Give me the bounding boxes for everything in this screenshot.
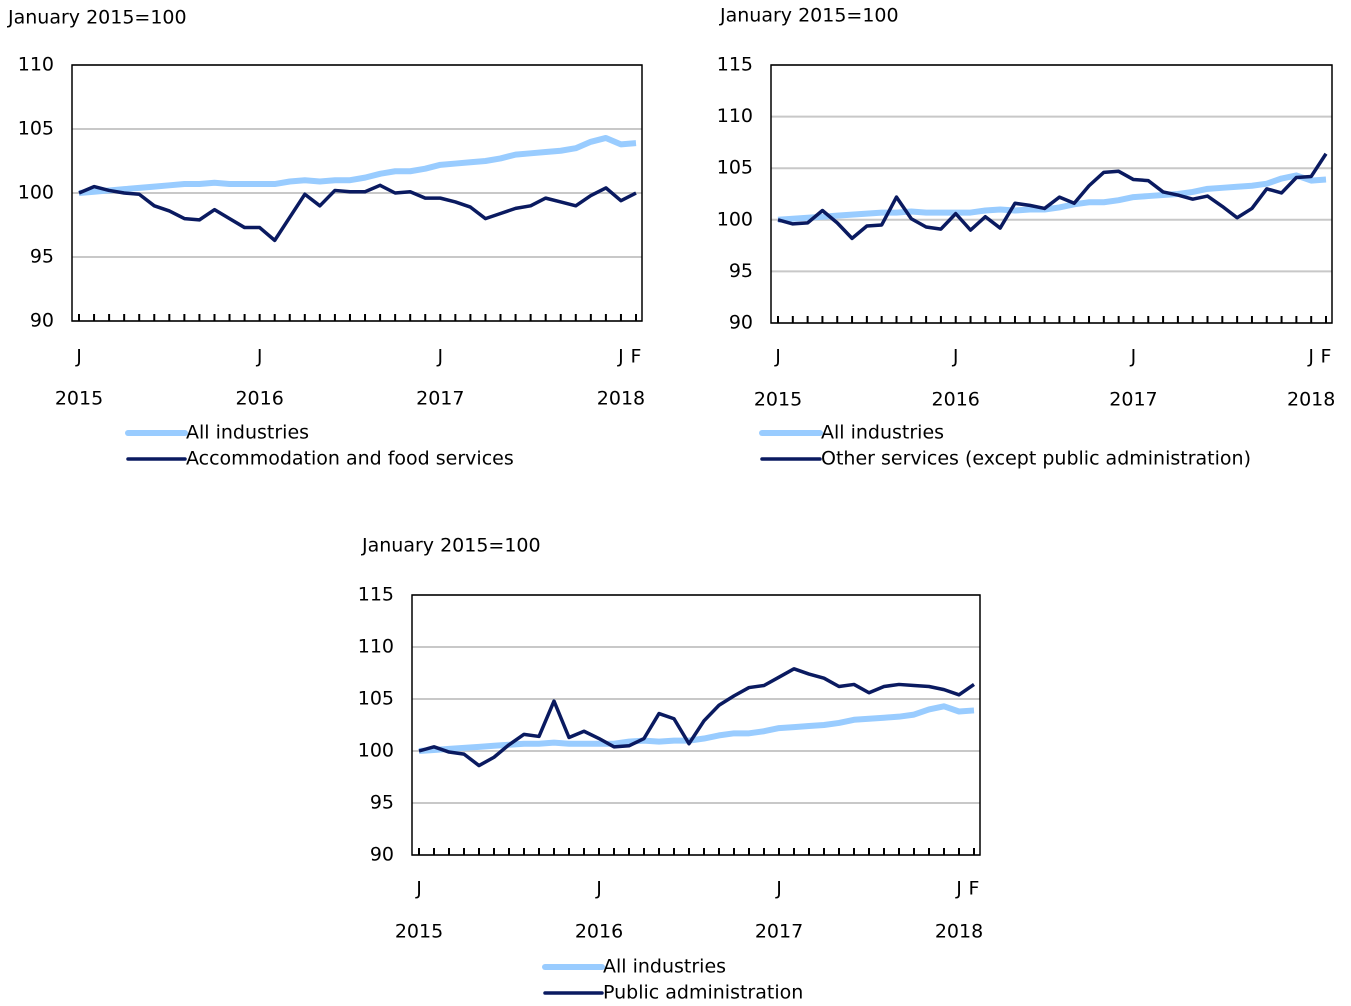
y-tick-label: 110 — [358, 636, 394, 658]
x-tick-label: J — [952, 346, 959, 368]
x-tick-label: J — [1130, 346, 1137, 368]
x-tick-label: J — [955, 878, 962, 900]
legend-label: All industries — [603, 956, 726, 978]
x-tick-label: J — [436, 346, 443, 368]
x-year-label: 2018 — [1287, 389, 1335, 411]
y-tick-label: 95 — [30, 246, 54, 268]
x-year-label: 2017 — [755, 921, 803, 943]
x-tick-label: J — [256, 346, 263, 368]
y-axis-title: January 2015=100 — [7, 7, 187, 29]
plot-frame — [770, 64, 1333, 324]
x-year-label: 2016 — [932, 389, 980, 411]
legend-label: Other services (except public administra… — [821, 448, 1251, 470]
x-year-label: 2016 — [235, 388, 283, 410]
x-year-label: 2018 — [935, 921, 983, 943]
x-tick-label: J — [1307, 346, 1314, 368]
x-tick-label: F — [969, 878, 980, 900]
x-tick-label: J — [617, 346, 624, 368]
y-tick-label: 115 — [358, 584, 394, 606]
x-tick-label: F — [631, 346, 642, 368]
series-line — [418, 703, 975, 754]
y-tick-label: 110 — [717, 105, 753, 127]
legend-label: All industries — [186, 422, 309, 444]
x-tick-label: J — [415, 878, 422, 900]
y-tick-label: 105 — [18, 118, 54, 140]
plot-frame — [71, 64, 643, 322]
x-year-label: 2018 — [597, 388, 645, 410]
legend-label: All industries — [821, 422, 944, 444]
y-tick-label: 90 — [30, 310, 54, 332]
y-axis-title: January 2015=100 — [361, 535, 541, 557]
x-year-label: 2015 — [754, 389, 802, 411]
x-tick-label: J — [774, 346, 781, 368]
x-tick-label: J — [775, 878, 782, 900]
x-tick-label: F — [1321, 346, 1332, 368]
series-line — [777, 172, 1327, 223]
y-tick-label: 100 — [18, 182, 54, 204]
y-tick-label: 90 — [729, 312, 753, 334]
y-tick-label: 105 — [358, 688, 394, 710]
x-tick-label: J — [75, 346, 82, 368]
y-tick-label: 105 — [717, 157, 753, 179]
y-tick-label: 90 — [370, 844, 394, 866]
y-tick-label: 100 — [717, 208, 753, 230]
x-year-label: 2016 — [575, 921, 623, 943]
y-tick-label: 100 — [358, 740, 394, 762]
y-tick-label: 110 — [18, 54, 54, 76]
legend-label: Accommodation and food services — [186, 448, 514, 470]
y-tick-label: 115 — [717, 54, 753, 76]
series-line — [418, 667, 975, 768]
y-axis-title: January 2015=100 — [719, 5, 899, 27]
series-line — [78, 134, 637, 196]
series-line — [78, 183, 637, 243]
x-year-label: 2015 — [395, 921, 443, 943]
legend-label: Public administration — [603, 982, 803, 1004]
plot-frame — [411, 594, 981, 856]
x-year-label: 2015 — [55, 388, 103, 410]
y-tick-label: 95 — [729, 260, 753, 282]
y-tick-label: 95 — [370, 792, 394, 814]
x-tick-label: J — [595, 878, 602, 900]
x-year-label: 2017 — [416, 388, 464, 410]
x-year-label: 2017 — [1109, 389, 1157, 411]
series-line — [777, 152, 1328, 241]
